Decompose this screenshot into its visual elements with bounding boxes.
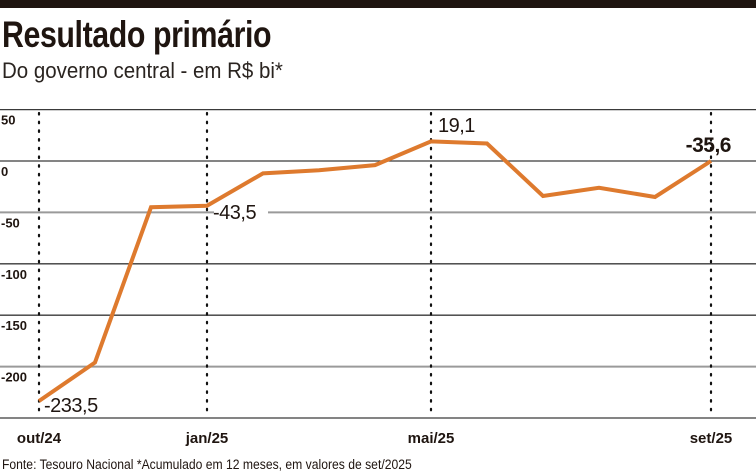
x-tick-label: mai/25 [408, 430, 455, 447]
y-tick-label: -100 [1, 267, 27, 282]
x-tick-label: set/25 [690, 430, 733, 447]
x-tick-label: out/24 [17, 430, 62, 447]
source-note: Fonte: Tesouro Nacional *Acumulado em 12… [2, 457, 412, 472]
label-background [214, 198, 268, 220]
y-tick-label: -200 [1, 370, 27, 385]
chart-subtitle: Do governo central - em R$ bi* [2, 58, 283, 83]
x-tick-label: jan/25 [185, 430, 229, 447]
top-bar [0, 0, 756, 8]
series-line [37, 139, 713, 403]
chart-title: Resultado primário [2, 14, 272, 55]
y-tick-label: 0 [1, 164, 8, 179]
data-label: -233,5 [44, 395, 98, 417]
data-label: 19,1 [438, 115, 475, 137]
data-label: -35,6 [686, 134, 731, 157]
y-tick-label: -150 [1, 318, 27, 333]
y-tick-label: -50 [1, 215, 20, 230]
data-label: -43,5 [213, 202, 256, 224]
y-tick-label: 50 [1, 113, 15, 128]
